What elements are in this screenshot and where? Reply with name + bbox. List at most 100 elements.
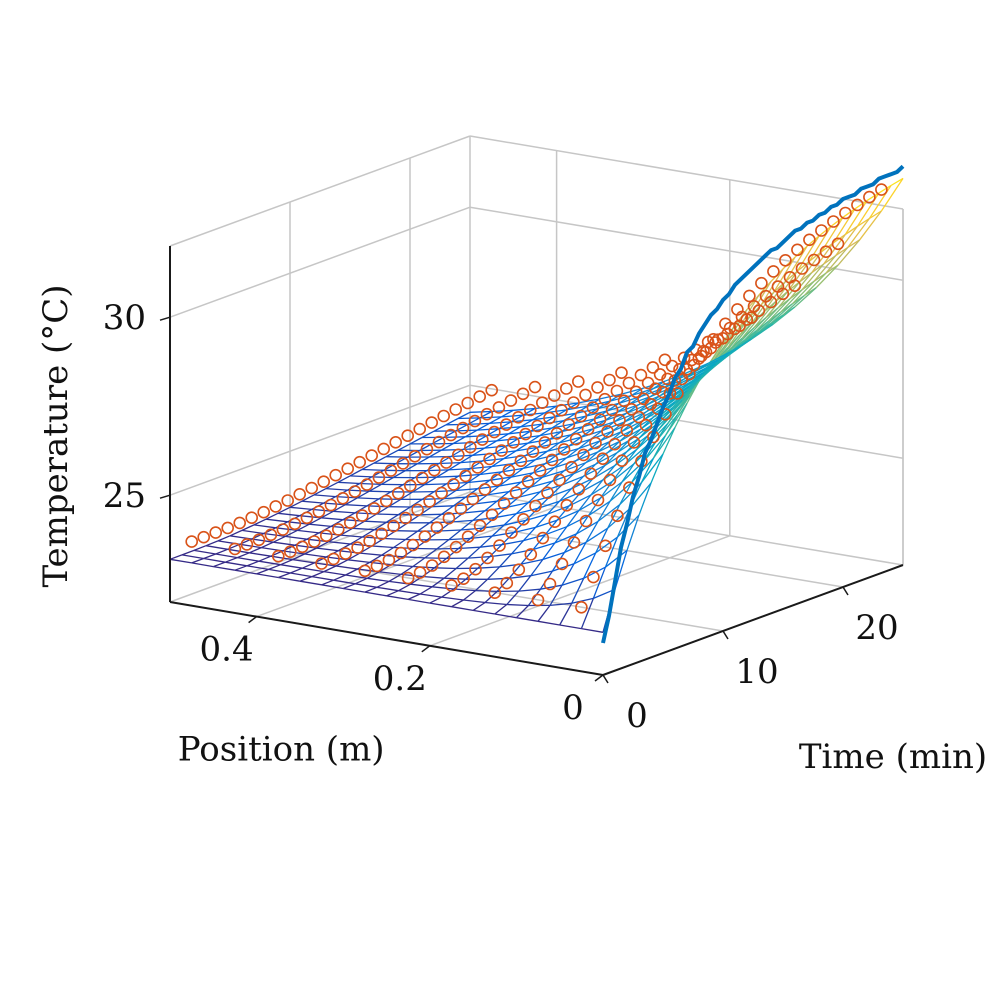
surface-mesh-line: [496, 433, 509, 442]
surface-mesh-line: [854, 200, 868, 210]
measurement-marker: [567, 536, 581, 549]
surface-mesh-line: [679, 375, 702, 392]
measurement-marker: [437, 550, 451, 564]
surface-mesh-line: [472, 609, 495, 615]
surface-mesh-line: [193, 545, 207, 552]
measurement-marker: [779, 253, 792, 267]
surface-mesh-line: [453, 496, 466, 507]
measurement-marker: [559, 382, 573, 395]
surface-mesh-line: [268, 564, 281, 571]
surface-mesh-line: [398, 590, 421, 595]
surface-mesh-line: [325, 487, 348, 491]
surface-mesh-line: [609, 482, 633, 502]
measurement-marker: [475, 433, 489, 446]
measurement-marker: [324, 498, 338, 512]
measurement-marker: [629, 385, 643, 399]
measurement-marker: [509, 486, 523, 499]
surface-mesh-line: [385, 514, 399, 523]
surface-mesh-line: [595, 536, 618, 554]
measurement-marker: [492, 401, 506, 414]
surface-mesh-line: [392, 470, 406, 479]
surface-mesh-line: [614, 550, 628, 590]
surface-mesh-line: [386, 590, 399, 597]
surface-mesh-line: [511, 472, 534, 478]
measurement-marker: [543, 411, 556, 425]
measurement-marker: [831, 237, 845, 251]
measurement-marker: [507, 435, 520, 449]
measurement-marker: [336, 491, 350, 505]
y-tick-mark: [602, 674, 609, 684]
surface-mesh-line: [544, 519, 558, 536]
measurement-marker: [423, 495, 436, 508]
surface-mesh-line: [779, 289, 803, 313]
surface-mesh-line: [410, 583, 433, 588]
x-axis-title: Position (m): [178, 729, 385, 769]
surface-mesh-line: [566, 405, 589, 411]
measurement-marker: [574, 409, 588, 423]
surface-mesh-line: [290, 572, 313, 578]
surface-mesh-line: [434, 567, 457, 570]
surface-mesh-line: [441, 505, 454, 515]
y-axis-line: [602, 564, 904, 676]
measurement-marker: [281, 494, 295, 507]
surface-mesh-line: [559, 491, 582, 502]
surface-mesh-line: [506, 603, 529, 607]
surface-mesh-line: [650, 453, 664, 484]
surface-mesh-line: [616, 437, 640, 454]
surface-mesh-line: [869, 210, 882, 220]
surface-mesh-line: [821, 242, 834, 253]
surface-mesh-line: [813, 255, 837, 282]
measurement-marker: [613, 413, 626, 427]
x-gridline: [429, 535, 731, 647]
surface-mesh-line: [409, 498, 423, 508]
surface-mesh-line: [544, 457, 567, 465]
surface-mesh-line: [489, 476, 512, 481]
measurement-marker: [351, 541, 364, 555]
surface-mesh-line: [595, 527, 609, 554]
measurement-marker: [451, 448, 465, 462]
surface-mesh-line: [494, 513, 517, 519]
surface-mesh-line: [321, 584, 344, 590]
measurement-marker: [293, 487, 307, 501]
measurement-marker: [565, 460, 578, 474]
surface-mesh-line: [432, 586, 454, 590]
surface-mesh-line: [787, 260, 810, 292]
measurement-marker: [807, 253, 821, 267]
z-tick-label-30: 30: [103, 298, 146, 338]
surface-mesh-line: [361, 468, 384, 471]
surface-mesh-line: [508, 430, 531, 435]
surface-mesh-line: [487, 490, 509, 496]
surface-mesh-line: [263, 532, 286, 538]
measurement-marker: [461, 396, 475, 410]
measurement-marker: [555, 557, 569, 571]
surface-mesh-line: [409, 436, 423, 445]
surface-mesh-line: [448, 462, 461, 471]
surface-mesh-line: [379, 571, 401, 576]
surface-mesh-line: [352, 527, 375, 531]
surface-mesh-line: [515, 446, 538, 452]
measurement-marker: [387, 519, 400, 533]
measurement-marker: [343, 516, 357, 530]
measurement-marker: [755, 276, 768, 290]
surface-mesh-line: [532, 466, 555, 474]
measurement-marker: [307, 535, 321, 548]
surface-mesh-line: [565, 402, 579, 411]
measurement-marker: [432, 435, 446, 449]
surface-mesh-line: [607, 508, 630, 529]
surface-mesh-line: [366, 571, 380, 579]
surface-mesh-line: [578, 440, 601, 450]
measurement-marker: [461, 530, 475, 544]
surface-mesh-line: [590, 480, 613, 496]
measurement-marker: [185, 535, 198, 548]
measurement-marker: [827, 215, 840, 228]
surface-mesh-line: [455, 481, 469, 492]
surface-mesh-line: [347, 489, 370, 492]
measurement-marker: [535, 396, 549, 410]
surface-mesh-line: [278, 576, 301, 582]
surface-mesh-line: [487, 566, 500, 580]
surface-mesh-line: [691, 366, 714, 383]
surface-mesh-line: [246, 560, 260, 567]
surface-mesh-line: [373, 462, 396, 465]
measurement-marker: [257, 505, 271, 519]
measurement-marker: [442, 511, 456, 525]
